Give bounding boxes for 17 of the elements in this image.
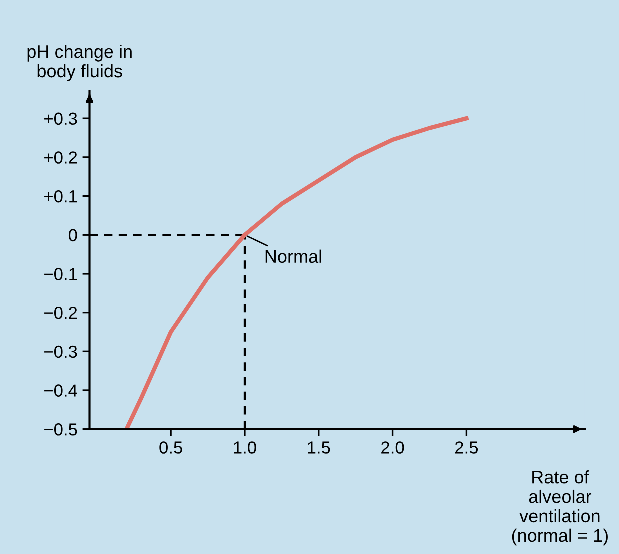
y-tick-label: 0 [68, 229, 78, 242]
y-axis-title: pH change in body fluids [28, 44, 132, 82]
x-tick-label: 2.0 [382, 442, 404, 454]
y-tick-label: −0.2 [44, 306, 78, 320]
y-tick-label: −0.3 [44, 346, 78, 358]
x-tick-label: 2.5 [456, 442, 478, 454]
y-tick-label: +0.3 [44, 112, 78, 126]
x-tick-label: 1.0 [234, 442, 256, 454]
y-tick-label: −0.4 [44, 384, 78, 397]
x-tick-label: 1.5 [308, 442, 330, 454]
y-tick-label: +0.2 [44, 152, 78, 164]
annotation: Normal [266, 250, 322, 264]
y-tick-label: +0.1 [44, 190, 78, 203]
y-tick-label: −0.1 [44, 268, 78, 280]
x-tick-label: 0.5 [160, 442, 182, 454]
y-tick-label: −0.5 [44, 424, 78, 436]
x-axis-title: Rate of alveolar ventilation (normal = 1) [512, 470, 608, 546]
